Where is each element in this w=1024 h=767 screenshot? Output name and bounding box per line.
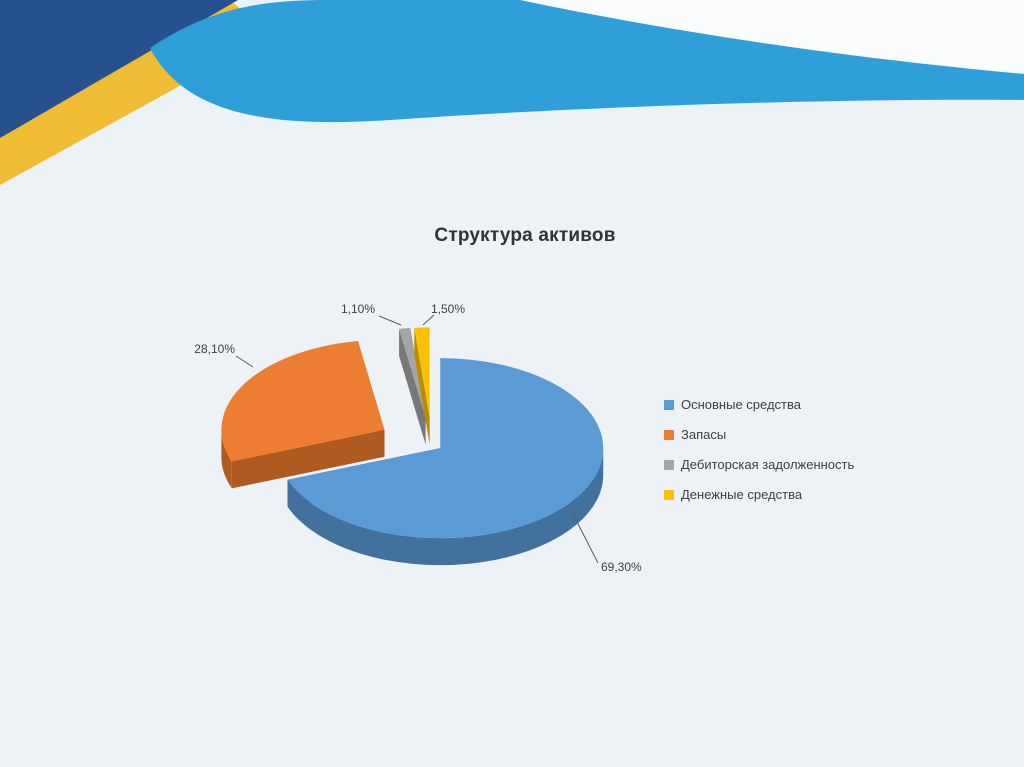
chart-title: Структура активов [434, 225, 616, 246]
legend-item-fixed-assets: Основные средства [664, 397, 854, 412]
legend-label: Дебиторская задолженность [681, 457, 855, 472]
legend-swatch-fixed-assets [664, 399, 674, 410]
legend-swatch-inventory [664, 429, 674, 440]
legend-label: Запасы [681, 427, 727, 442]
legend-swatch-cash [664, 489, 674, 500]
slide-header-decoration [0, 0, 1024, 185]
legend-item-cash: Денежные средства [664, 487, 854, 502]
decor-top-white-wedge [520, 0, 1024, 74]
legend-swatch-receivables [664, 459, 674, 470]
legend-label: Денежные средства [681, 487, 803, 502]
data-label-receivables: 1,10% [340, 302, 375, 316]
legend-label: Основные средства [681, 397, 801, 412]
data-label-cash: 1,50% [431, 302, 466, 316]
decor-blue-swoosh [150, 0, 1024, 123]
data-label-fixed-assets: 69,30% [601, 560, 642, 574]
legend-item-inventory: Запасы [664, 427, 854, 442]
legend-item-receivables: Дебиторская задолженность [664, 457, 854, 472]
chart-legend: Основные средства Запасы Дебиторская зад… [664, 397, 854, 502]
data-label-inventory: 28,10% [194, 342, 235, 356]
